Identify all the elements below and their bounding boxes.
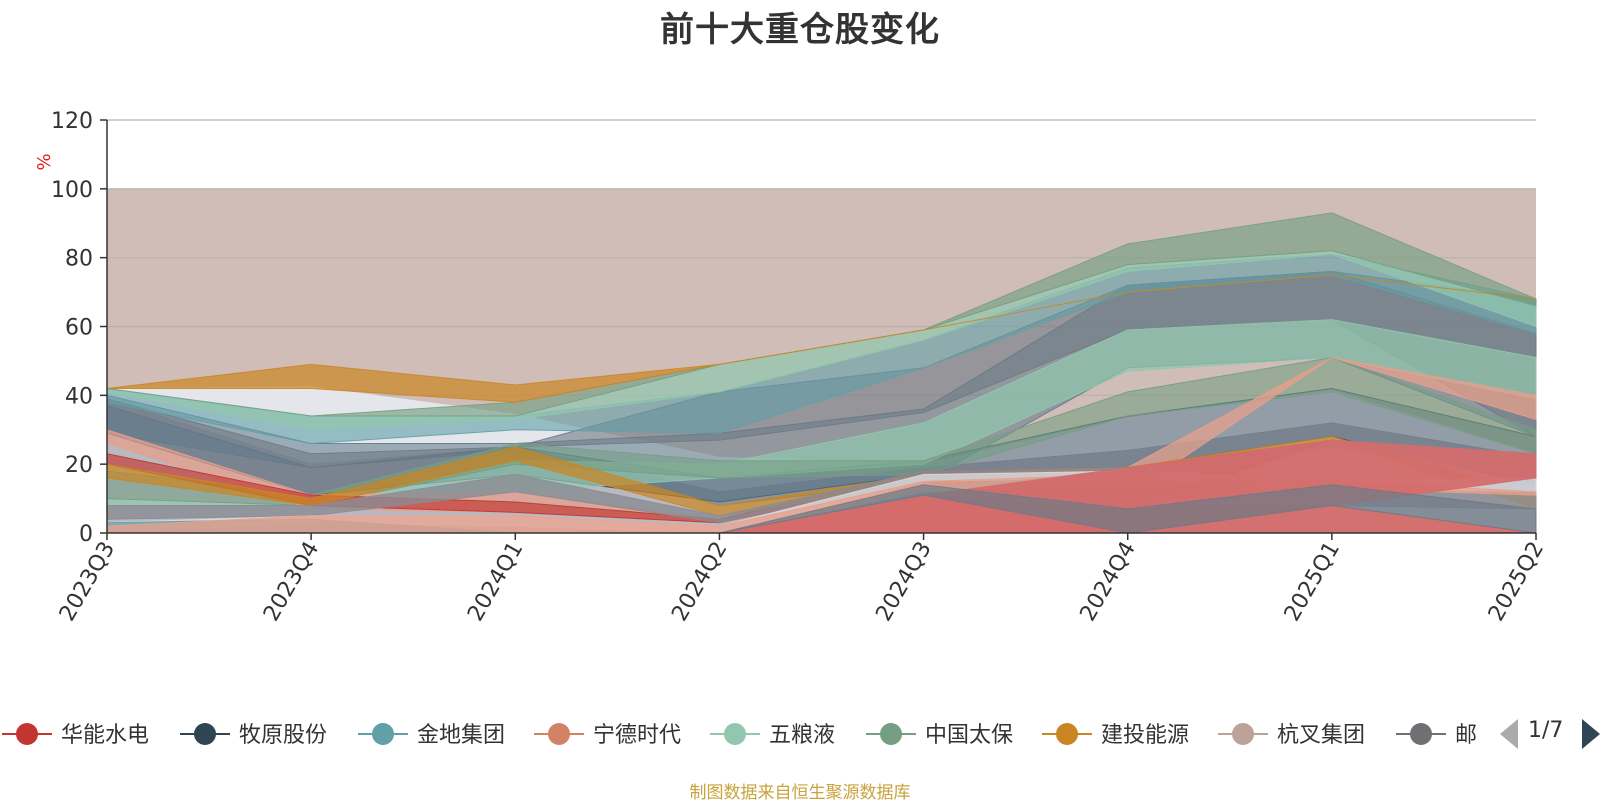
legend-marker-icon — [194, 723, 216, 745]
y-tick-label: 60 — [65, 316, 93, 341]
x-tick-label: 2024Q1 — [463, 538, 528, 626]
y-axis-label: % — [34, 153, 55, 170]
x-tick-label: 2023Q3 — [55, 538, 120, 626]
legend-item[interactable]: 宁德时代 — [534, 723, 681, 748]
legend-marker-icon — [1056, 723, 1078, 745]
legend-marker-icon — [1232, 723, 1254, 745]
legend-marker-icon — [1410, 723, 1432, 745]
legend: 华能水电 牧原股份 金地集团 宁德时代 五粮液 中国太保 建投能源 杭叉集团 邮 — [2, 723, 1477, 748]
y-tick-label: 80 — [65, 247, 93, 272]
legend-item[interactable]: 牧原股份 — [180, 723, 327, 748]
series-areas — [106, 212, 1537, 534]
legend-marker-icon — [880, 723, 902, 745]
legend-item[interactable]: 华能水电 — [2, 723, 149, 748]
x-tick-label: 2023Q4 — [259, 538, 324, 626]
y-tick-label: 0 — [79, 522, 93, 547]
legend-page-indicator: 1/7 — [1528, 718, 1564, 743]
chart-title: 前十大重仓股变化 — [660, 10, 940, 50]
x-tick-label: 2024Q3 — [871, 538, 936, 626]
legend-label: 宁德时代 — [593, 723, 681, 748]
y-tick-label: 40 — [65, 384, 93, 409]
legend-pager: 1/7 — [1500, 716, 1600, 752]
legend-label: 建投能源 — [1101, 723, 1189, 748]
legend-label: 华能水电 — [61, 723, 149, 748]
legend-marker-icon — [548, 723, 570, 745]
y-tick-label: 120 — [51, 109, 93, 134]
legend-item[interactable]: 邮 — [1396, 723, 1477, 748]
legend-item[interactable]: 杭叉集团 — [1218, 723, 1365, 748]
x-tick-label: 2024Q4 — [1076, 538, 1141, 626]
legend-item[interactable]: 建投能源 — [1042, 723, 1189, 748]
legend-marker-icon — [16, 723, 38, 745]
series-area-8 — [106, 274, 1537, 403]
legend-marker-icon — [724, 723, 746, 745]
x-tick-label: 2025Q1 — [1280, 538, 1345, 626]
y-tick-label: 100 — [51, 178, 93, 203]
legend-label: 牧原股份 — [239, 723, 327, 748]
legend-label: 中国太保 — [925, 723, 1013, 748]
legend-label: 金地集团 — [417, 723, 505, 748]
legend-label: 邮 — [1455, 723, 1477, 748]
legend-label: 杭叉集团 — [1277, 723, 1365, 748]
legend-item[interactable]: 金地集团 — [358, 723, 505, 748]
legend-next-page-icon[interactable] — [1582, 719, 1600, 749]
legend-prev-page-icon[interactable] — [1500, 719, 1518, 749]
x-tick-label: 2024Q2 — [667, 538, 732, 626]
legend-item[interactable]: 中国太保 — [866, 723, 1013, 748]
y-tick-label: 20 — [65, 453, 93, 478]
legend-item[interactable]: 五粮液 — [710, 723, 835, 748]
source-note: 制图数据来自恒生聚源数据库 — [689, 783, 911, 803]
legend-label: 五粮液 — [769, 723, 835, 748]
legend-marker-icon — [372, 723, 394, 745]
x-tick-label: 2025Q2 — [1484, 538, 1549, 626]
